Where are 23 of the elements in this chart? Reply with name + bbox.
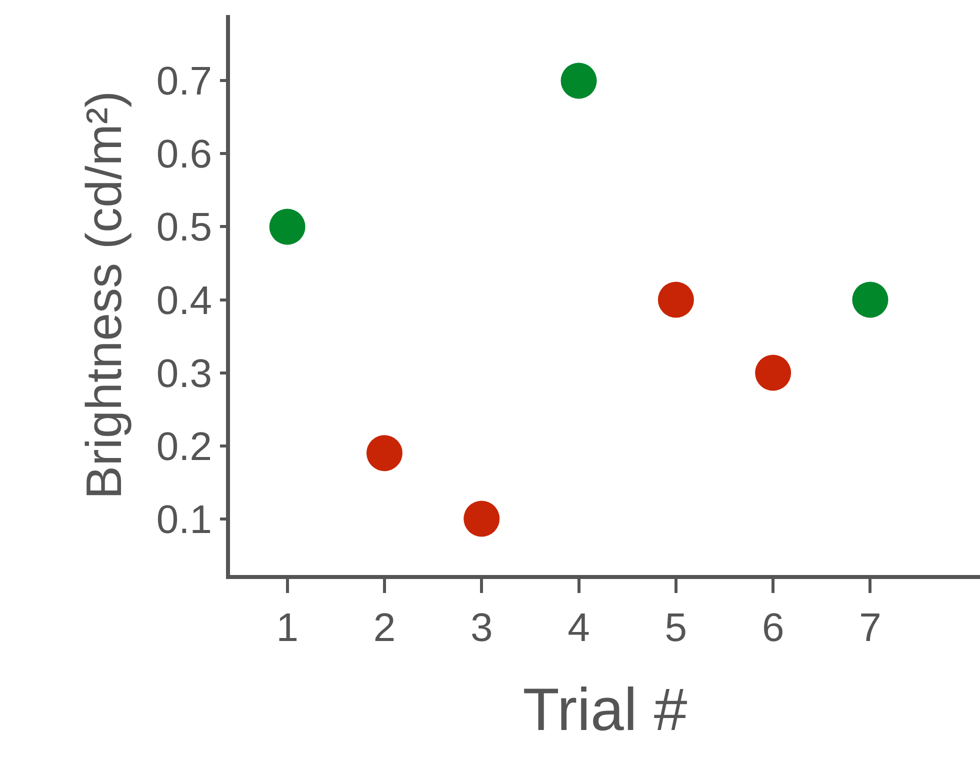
point: [366, 435, 402, 472]
point: [755, 354, 792, 391]
point: [464, 500, 500, 537]
point: [560, 62, 597, 99]
x-tick-label: 3: [470, 606, 493, 650]
x-tick-label: 4: [568, 606, 590, 650]
x-tick-label: 6: [762, 606, 784, 650]
point: [658, 282, 694, 318]
point: [269, 208, 306, 245]
y-tick-label: 0.4: [156, 278, 212, 323]
y-tick-label: 0.1: [156, 498, 212, 542]
x-axis-title: Trial #: [522, 676, 688, 743]
x-tick-label: 1: [276, 606, 298, 650]
x-tick-label: 2: [373, 606, 396, 650]
y-tick-label: 0.7: [156, 60, 212, 104]
y-tick-label: 0.3: [156, 352, 212, 396]
y-axis-title: Brightness (cd/m²): [76, 90, 132, 500]
x-tick-label: 7: [859, 606, 882, 650]
y-tick-label: 0.5: [156, 206, 212, 250]
point: [852, 282, 888, 318]
x-tick-label: 5: [664, 606, 688, 650]
y-tick-label: 0.6: [156, 132, 212, 177]
y-tick-label: 0.2: [156, 424, 212, 469]
